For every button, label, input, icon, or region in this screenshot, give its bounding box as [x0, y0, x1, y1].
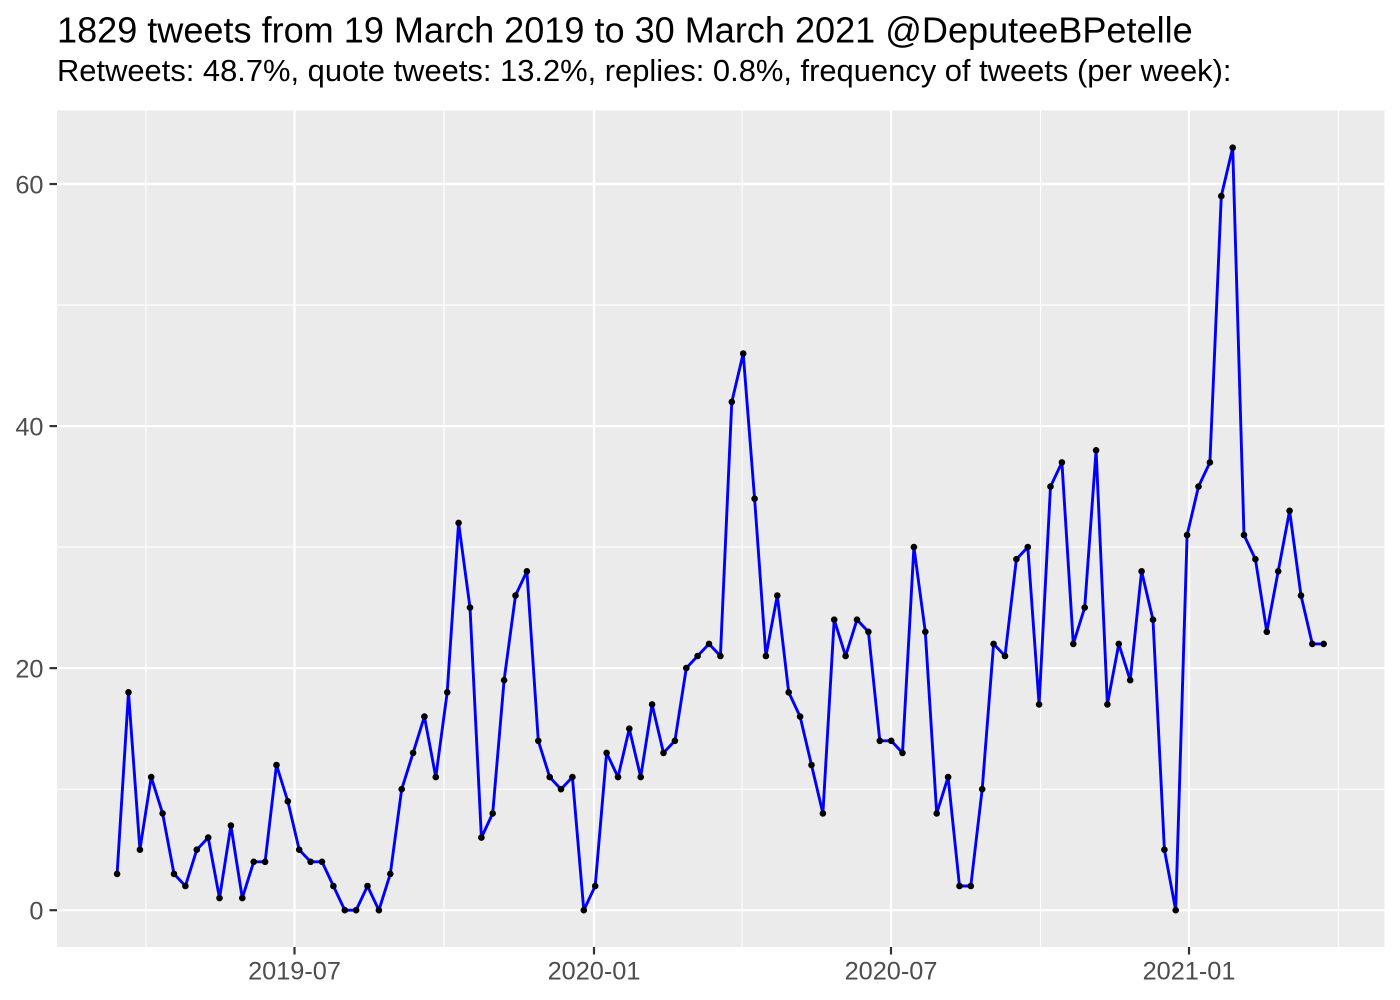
svg-text:0: 0 [29, 898, 43, 926]
svg-text:2020-07: 2020-07 [845, 958, 938, 986]
svg-text:1829 tweets from 19 March 2019: 1829 tweets from 19 March 2019 to 30 Mar… [57, 10, 1193, 51]
svg-text:20: 20 [15, 656, 43, 684]
svg-text:Retweets: 48.7%, quote tweets:: Retweets: 48.7%, quote tweets: 13.2%, re… [57, 53, 1231, 88]
svg-text:2021-01: 2021-01 [1143, 958, 1236, 986]
svg-text:60: 60 [15, 172, 43, 200]
svg-text:2020-01: 2020-01 [548, 958, 641, 986]
svg-text:2019-07: 2019-07 [248, 958, 341, 986]
svg-text:40: 40 [15, 414, 43, 442]
